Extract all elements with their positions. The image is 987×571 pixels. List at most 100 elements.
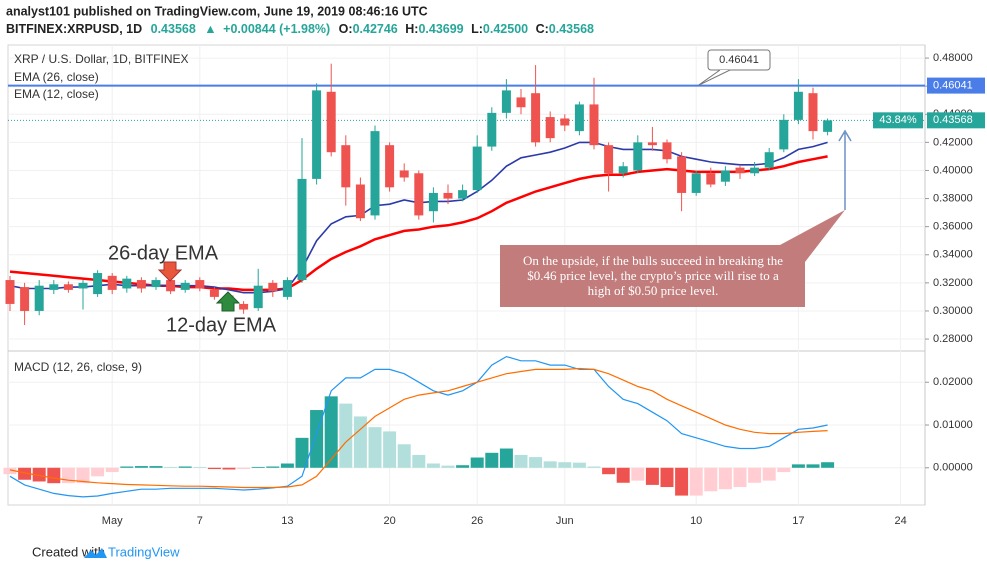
footer-brand: TradingView [108, 544, 180, 559]
candle-body [166, 280, 176, 292]
macd-histogram-bar [164, 466, 178, 468]
macd-histogram-bar [791, 464, 805, 468]
candle-body [647, 142, 657, 146]
candle-body [633, 142, 643, 171]
candle-body [677, 156, 687, 193]
level-axis-label: 0.46041 [933, 79, 973, 91]
x-tick-label: Jun [556, 515, 574, 527]
ema-line [9, 155, 828, 292]
y-tick-label: 0.01000 [933, 419, 973, 431]
candle-body [355, 184, 365, 219]
candle-body [574, 104, 584, 132]
y-tick-label: 0.30000 [933, 305, 973, 317]
macd-line [9, 355, 828, 498]
x-tick-label: 26 [471, 515, 483, 527]
macd-histogram-bar [32, 467, 46, 482]
macd-histogram-bar [178, 466, 192, 468]
y-tick-label: 0.48000 [933, 52, 973, 64]
candle-body [122, 278, 132, 289]
macd-histogram-bar [499, 448, 513, 468]
candle-body [808, 93, 818, 132]
macd-histogram-bar [660, 467, 674, 488]
candle-body [151, 280, 161, 288]
candle-body [195, 280, 205, 289]
legend-entry: EMA (26, close) [14, 70, 99, 84]
y-tick-label: 0.02000 [933, 376, 973, 388]
macd-histogram-bar [806, 464, 820, 468]
y-tick-label: 0.32000 [933, 277, 973, 289]
macd-histogram-bar [762, 467, 776, 481]
arrow-down [157, 261, 183, 282]
candle-body [5, 280, 15, 304]
candle-body [180, 282, 190, 290]
macd-histogram-bar [704, 467, 718, 492]
candle-body [764, 152, 774, 168]
annotation: 26-day EMA [108, 242, 219, 264]
candle-body [604, 145, 614, 174]
y-tick-label: 0.00000 [933, 462, 973, 474]
candle-body [501, 90, 511, 113]
macd-histogram-bar [3, 467, 17, 475]
candle-body [136, 280, 146, 289]
marks [3, 63, 925, 498]
candle-body [370, 131, 380, 216]
candle-body [458, 190, 468, 199]
candle-body [34, 285, 44, 311]
macd-histogram-bar [105, 467, 119, 473]
macd-histogram-bar [572, 462, 586, 468]
macd-histogram-bar [339, 403, 353, 468]
x-tick-label: 7 [197, 515, 203, 527]
candle-body [516, 97, 526, 108]
change: +0.00844 (+1.98%) [223, 22, 330, 36]
candle-body [297, 178, 307, 281]
macd-histogram-bar [426, 463, 440, 468]
macd-histogram-bar [295, 437, 309, 468]
h-label: H: [405, 22, 418, 36]
candle-body [531, 93, 541, 143]
x-tick-label: 20 [383, 515, 395, 527]
candle-body [93, 273, 103, 295]
macd-histogram-bar [602, 467, 616, 475]
candle-body [63, 284, 73, 290]
arrow: ▲ [204, 22, 216, 36]
signal-line [9, 367, 828, 489]
o-label: O: [339, 22, 353, 36]
macd-histogram-bar [76, 467, 90, 484]
last-price-label: 0.43568 [933, 114, 973, 126]
macd-histogram-bar [237, 467, 251, 470]
callout-text: On the upside, if the bulls succeed in b… [523, 253, 783, 268]
candle-body [545, 117, 555, 139]
brand-logo [84, 548, 107, 558]
candle-body [282, 280, 292, 297]
candle-body [589, 104, 599, 146]
macd-histogram-bar [383, 431, 397, 468]
macd-histogram-bar [266, 466, 280, 468]
macd-histogram-bar [470, 457, 484, 468]
candle-body [253, 285, 263, 309]
arrow-up [215, 291, 241, 312]
symbol: BITFINEX:XRPUSD, 1D [6, 22, 142, 36]
candle-body [662, 142, 672, 160]
candle-body [20, 287, 30, 311]
callout-text: $0.46 price level, the crypto’s price wi… [527, 268, 779, 283]
macd-histogram-bar [485, 452, 499, 468]
candle-body [823, 120, 833, 132]
candle-body [560, 118, 570, 126]
last-percent-tag [873, 112, 923, 129]
macd-histogram-bar [733, 467, 747, 488]
macd-histogram-bar [324, 396, 338, 468]
macd-histogram-bar [368, 427, 382, 468]
macd-histogram-bar [251, 466, 265, 468]
macd-histogram-bar [718, 467, 732, 490]
candle-body [385, 145, 395, 188]
y-tick-label: 0.42000 [933, 136, 973, 148]
candle-body [107, 275, 117, 290]
candle-body [691, 173, 701, 193]
macd-histogram-bar [748, 467, 762, 483]
last-percent-label: 43.84% [879, 114, 917, 126]
macd-histogram-bar [207, 467, 221, 470]
y-tick-label: 0.38000 [933, 192, 973, 204]
l-label: L: [471, 22, 483, 36]
candle-body [750, 167, 760, 174]
